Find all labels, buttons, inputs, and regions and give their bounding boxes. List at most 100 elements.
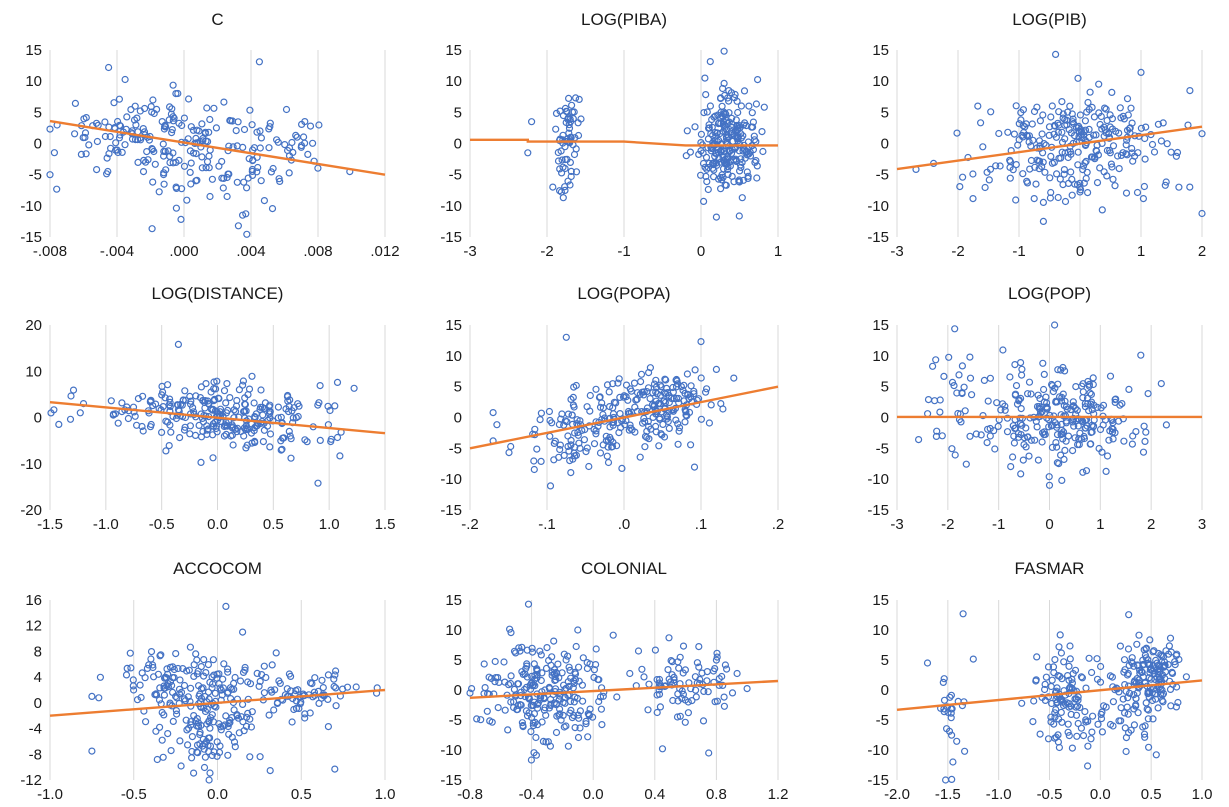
data-point (70, 130, 79, 138)
data-point (723, 126, 731, 134)
data-point (673, 380, 682, 388)
data-point (702, 385, 711, 393)
data-point (696, 171, 705, 179)
data-point (286, 432, 294, 440)
data-point (1129, 432, 1137, 440)
data-point (574, 119, 582, 127)
data-point (578, 681, 587, 689)
data-point (202, 380, 210, 388)
data-point (1008, 453, 1017, 461)
data-point (1057, 420, 1066, 428)
data-point (501, 706, 509, 714)
data-point (326, 406, 334, 415)
data-point (211, 407, 220, 415)
data-point (714, 146, 722, 154)
data-point (744, 172, 752, 180)
data-point (46, 125, 54, 133)
data-point (253, 669, 261, 678)
data-point (473, 715, 481, 723)
data-point (734, 108, 742, 117)
data-point (168, 681, 176, 690)
data-point (723, 165, 732, 173)
data-point (980, 376, 989, 384)
data-point (674, 697, 682, 705)
data-point (158, 736, 166, 744)
data-point (560, 650, 568, 658)
data-point (1112, 127, 1120, 135)
data-point (206, 742, 215, 750)
data-point (276, 679, 284, 688)
data-point (301, 714, 309, 722)
data-point (1123, 95, 1132, 103)
data-point (1095, 109, 1103, 117)
y-tick-label: -10 (867, 198, 889, 215)
data-point (301, 436, 309, 444)
data-point (157, 651, 165, 659)
x-tick-label: 1.0 (375, 786, 396, 803)
data-point (197, 383, 205, 391)
data-point (1135, 631, 1143, 639)
data-point (1046, 411, 1054, 419)
data-point (138, 669, 146, 677)
data-point (653, 390, 661, 398)
data-point (1060, 367, 1069, 375)
data-point (703, 108, 711, 116)
data-point (1074, 74, 1082, 82)
data-point (646, 364, 655, 372)
data-point (1025, 378, 1034, 386)
data-point (559, 163, 567, 171)
data-point (1144, 659, 1152, 667)
data-point (605, 388, 613, 396)
y-tick-label: 4 (34, 669, 42, 686)
data-point (976, 119, 985, 127)
data-point (112, 139, 120, 147)
data-point (704, 185, 712, 194)
data-point (527, 727, 535, 736)
data-point (586, 391, 594, 400)
data-point (232, 407, 240, 415)
data-point (1109, 698, 1118, 706)
data-point (1045, 131, 1053, 139)
data-point (217, 726, 225, 734)
data-point (287, 672, 295, 681)
data-point (222, 430, 230, 438)
data-point (1012, 102, 1020, 110)
data-point (571, 723, 579, 732)
data-point (172, 184, 181, 192)
data-point (638, 388, 646, 396)
x-tick-label: -1 (1012, 243, 1025, 260)
data-point (574, 733, 583, 742)
data-point (1019, 456, 1027, 464)
data-point (664, 417, 672, 426)
data-point (580, 436, 589, 444)
data-point (139, 392, 147, 400)
data-point (728, 114, 736, 122)
data-point (248, 171, 257, 179)
x-tick-label: -2 (951, 243, 964, 260)
data-point (201, 404, 209, 412)
data-point (1090, 401, 1098, 409)
data-point (594, 675, 602, 684)
data-point (576, 444, 584, 452)
data-point (161, 673, 169, 681)
data-point (53, 185, 61, 193)
data-point (187, 123, 195, 131)
data-point (177, 215, 185, 223)
data-point (158, 708, 166, 717)
data-point (528, 648, 537, 656)
data-point (616, 393, 624, 401)
data-point (187, 400, 195, 408)
data-point (1111, 182, 1119, 190)
data-point (735, 167, 744, 175)
data-point (222, 422, 230, 430)
data-point (1103, 146, 1112, 155)
data-point (722, 665, 731, 673)
data-point (168, 105, 176, 113)
data-point (550, 670, 559, 678)
data-point (567, 101, 576, 109)
data-point (300, 133, 308, 141)
data-point (686, 148, 695, 156)
data-point (711, 698, 719, 706)
x-tick-label: -1.0 (37, 786, 63, 803)
data-point (212, 124, 220, 132)
